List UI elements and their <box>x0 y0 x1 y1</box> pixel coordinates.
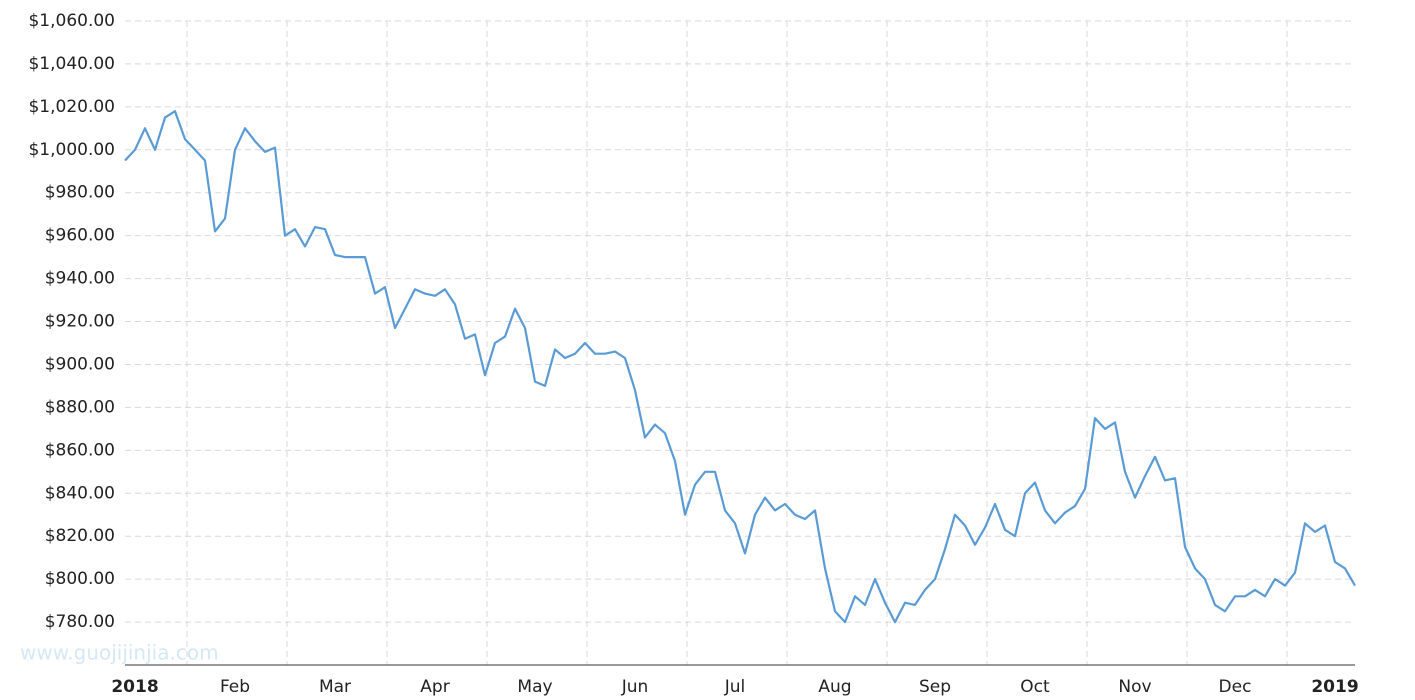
y-tick-label: $780.00 <box>45 612 115 632</box>
x-tick-label: Aug <box>818 677 851 697</box>
x-tick-label: Feb <box>220 677 250 697</box>
y-tick-label: $980.00 <box>45 183 115 203</box>
watermark: www.guojijinjia.com <box>20 641 219 665</box>
y-tick-label: $920.00 <box>45 312 115 332</box>
y-tick-label: $1,000.00 <box>28 140 115 160</box>
y-tick-label: $940.00 <box>45 269 115 289</box>
x-tick-label: Jul <box>724 677 746 697</box>
x-tick-label: 2018 <box>111 677 158 697</box>
y-tick-label: $960.00 <box>45 226 115 246</box>
x-tick-label: Nov <box>1118 677 1151 697</box>
y-tick-label: $820.00 <box>45 526 115 546</box>
y-tick-label: $1,060.00 <box>28 11 115 31</box>
y-tick-label: $1,020.00 <box>28 97 115 117</box>
y-tick-label: $800.00 <box>45 569 115 589</box>
x-tick-label: Sep <box>919 677 951 697</box>
x-tick-label: Jun <box>621 677 649 697</box>
y-tick-label: $860.00 <box>45 440 115 460</box>
x-tick-label: 2019 <box>1311 677 1358 697</box>
y-tick-label: $880.00 <box>45 397 115 417</box>
y-tick-label: $840.00 <box>45 483 115 503</box>
price-line <box>124 110 1356 624</box>
x-tick-label: Apr <box>420 677 449 697</box>
x-tick-label: Mar <box>319 677 351 697</box>
y-tick-label: $1,040.00 <box>28 54 115 74</box>
x-tick-label: Oct <box>1020 677 1050 697</box>
y-tick-label: $900.00 <box>45 354 115 374</box>
x-tick-label: Dec <box>1219 677 1252 697</box>
x-tick-label: May <box>517 677 552 697</box>
